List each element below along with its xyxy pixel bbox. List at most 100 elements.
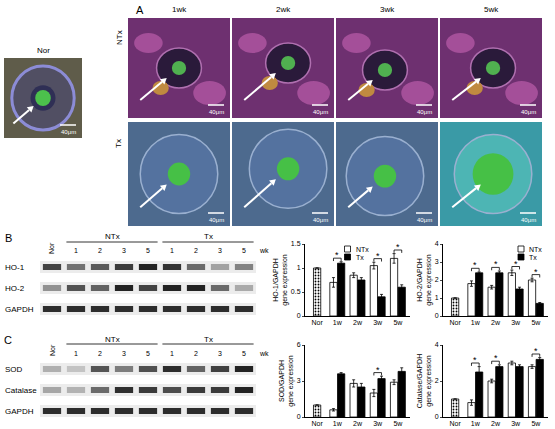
svg-text:Nor: Nor — [449, 420, 461, 427]
svg-text:wk: wk — [259, 350, 269, 357]
svg-text:40μm: 40μm — [521, 109, 536, 115]
svg-text:40μm: 40μm — [61, 129, 76, 135]
svg-text:HO-1: HO-1 — [5, 263, 25, 272]
svg-text:*: * — [376, 251, 380, 261]
svg-text:SOD: SOD — [5, 365, 23, 374]
svg-text:1: 1 — [170, 247, 174, 254]
svg-text:0: 0 — [435, 312, 439, 319]
svg-text:Tx: Tx — [114, 139, 123, 148]
svg-text:NTx: NTx — [105, 232, 120, 241]
svg-text:40μm: 40μm — [313, 217, 328, 223]
svg-text:1w: 1w — [471, 420, 481, 427]
svg-text:0: 0 — [435, 413, 439, 420]
svg-text:Tx: Tx — [204, 232, 213, 241]
svg-text:Catalase/GAPDHgene expression: Catalase/GAPDHgene expression — [416, 354, 433, 408]
svg-text:*: * — [494, 353, 498, 363]
svg-text:3w: 3w — [373, 319, 383, 326]
svg-text:5wk: 5wk — [484, 5, 499, 14]
svg-text:3: 3 — [297, 377, 301, 384]
svg-text:NTx: NTx — [105, 335, 120, 344]
svg-text:NTx: NTx — [115, 30, 124, 45]
svg-text:0: 0 — [297, 312, 301, 319]
svg-text:6: 6 — [297, 341, 301, 348]
svg-text:2w: 2w — [353, 319, 363, 326]
svg-text:40μm: 40μm — [417, 217, 432, 223]
svg-text:*: * — [494, 259, 498, 269]
svg-text:3: 3 — [122, 247, 126, 254]
svg-text:2w: 2w — [491, 420, 501, 427]
svg-text:3: 3 — [218, 350, 222, 357]
svg-text:2: 2 — [98, 350, 102, 357]
svg-text:2: 2 — [435, 377, 439, 384]
svg-text:1w: 1w — [333, 319, 343, 326]
svg-text:1: 1 — [170, 350, 174, 357]
svg-text:Nor: Nor — [48, 242, 55, 254]
svg-text:Nor: Nor — [311, 319, 323, 326]
svg-text:2: 2 — [194, 247, 198, 254]
svg-text:Tx: Tx — [529, 254, 537, 261]
svg-text:1: 1 — [74, 247, 78, 254]
svg-text:*: * — [534, 346, 538, 356]
svg-text:2: 2 — [98, 247, 102, 254]
svg-text:40μm: 40μm — [313, 109, 328, 115]
svg-text:*: * — [534, 267, 538, 277]
svg-text:3: 3 — [218, 247, 222, 254]
svg-text:2w: 2w — [491, 319, 501, 326]
svg-text:*: * — [514, 259, 518, 269]
svg-text:5w: 5w — [393, 319, 403, 326]
svg-text:Nor: Nor — [449, 319, 461, 326]
svg-text:1w: 1w — [471, 319, 481, 326]
svg-text:Tx: Tx — [204, 335, 213, 344]
svg-text:C: C — [4, 334, 12, 346]
svg-text:1wk: 1wk — [172, 5, 187, 14]
svg-text:NTx: NTx — [529, 246, 542, 253]
svg-text:GAPDH: GAPDH — [5, 407, 34, 416]
svg-text:1: 1 — [435, 294, 439, 301]
svg-text:Nor: Nor — [49, 344, 56, 356]
svg-text:5: 5 — [242, 350, 246, 357]
svg-text:3wk: 3wk — [380, 5, 395, 14]
svg-text:0.5: 0.5 — [291, 288, 301, 295]
svg-text:3w: 3w — [373, 420, 383, 427]
svg-text:*: * — [376, 365, 380, 375]
svg-text:wk: wk — [259, 247, 269, 254]
svg-text:0: 0 — [297, 413, 301, 420]
svg-text:HO-2: HO-2 — [5, 284, 25, 293]
svg-text:*: * — [473, 260, 477, 270]
svg-text:*: * — [473, 355, 477, 365]
svg-text:5w: 5w — [531, 319, 541, 326]
svg-text:5: 5 — [146, 350, 150, 357]
svg-text:5: 5 — [242, 247, 246, 254]
svg-text:*: * — [396, 242, 400, 252]
svg-text:1.5: 1.5 — [291, 240, 301, 247]
svg-text:2wk: 2wk — [276, 5, 291, 14]
svg-text:40μm: 40μm — [417, 109, 432, 115]
svg-text:40μm: 40μm — [521, 217, 536, 223]
svg-text:1: 1 — [74, 350, 78, 357]
svg-text:4: 4 — [435, 240, 439, 247]
svg-text:1: 1 — [297, 264, 301, 271]
svg-text:3w: 3w — [511, 420, 521, 427]
svg-text:GAPDH: GAPDH — [5, 305, 34, 314]
svg-text:2: 2 — [435, 276, 439, 283]
svg-text:4: 4 — [435, 341, 439, 348]
svg-text:1w: 1w — [333, 420, 343, 427]
svg-text:B: B — [5, 232, 12, 244]
svg-text:5w: 5w — [531, 420, 541, 427]
svg-text:Nor: Nor — [37, 46, 50, 55]
svg-text:2: 2 — [194, 350, 198, 357]
svg-text:SOD/GAPDHgene expression: SOD/GAPDHgene expression — [278, 355, 295, 406]
svg-text:40μm: 40μm — [209, 109, 224, 115]
svg-text:40μm: 40μm — [209, 217, 224, 223]
svg-text:3w: 3w — [511, 319, 521, 326]
svg-text:3: 3 — [435, 258, 439, 265]
svg-text:5w: 5w — [393, 420, 403, 427]
svg-text:NTx: NTx — [356, 246, 369, 253]
svg-text:Nor: Nor — [311, 420, 323, 427]
svg-text:3: 3 — [122, 350, 126, 357]
svg-text:HO-1/GAPDHgene expression: HO-1/GAPDHgene expression — [272, 254, 289, 305]
svg-text:A: A — [136, 4, 144, 16]
svg-text:*: * — [335, 250, 339, 260]
svg-text:HO-2/GAPDHgene expression: HO-2/GAPDHgene expression — [416, 254, 433, 305]
svg-text:2w: 2w — [353, 420, 363, 427]
